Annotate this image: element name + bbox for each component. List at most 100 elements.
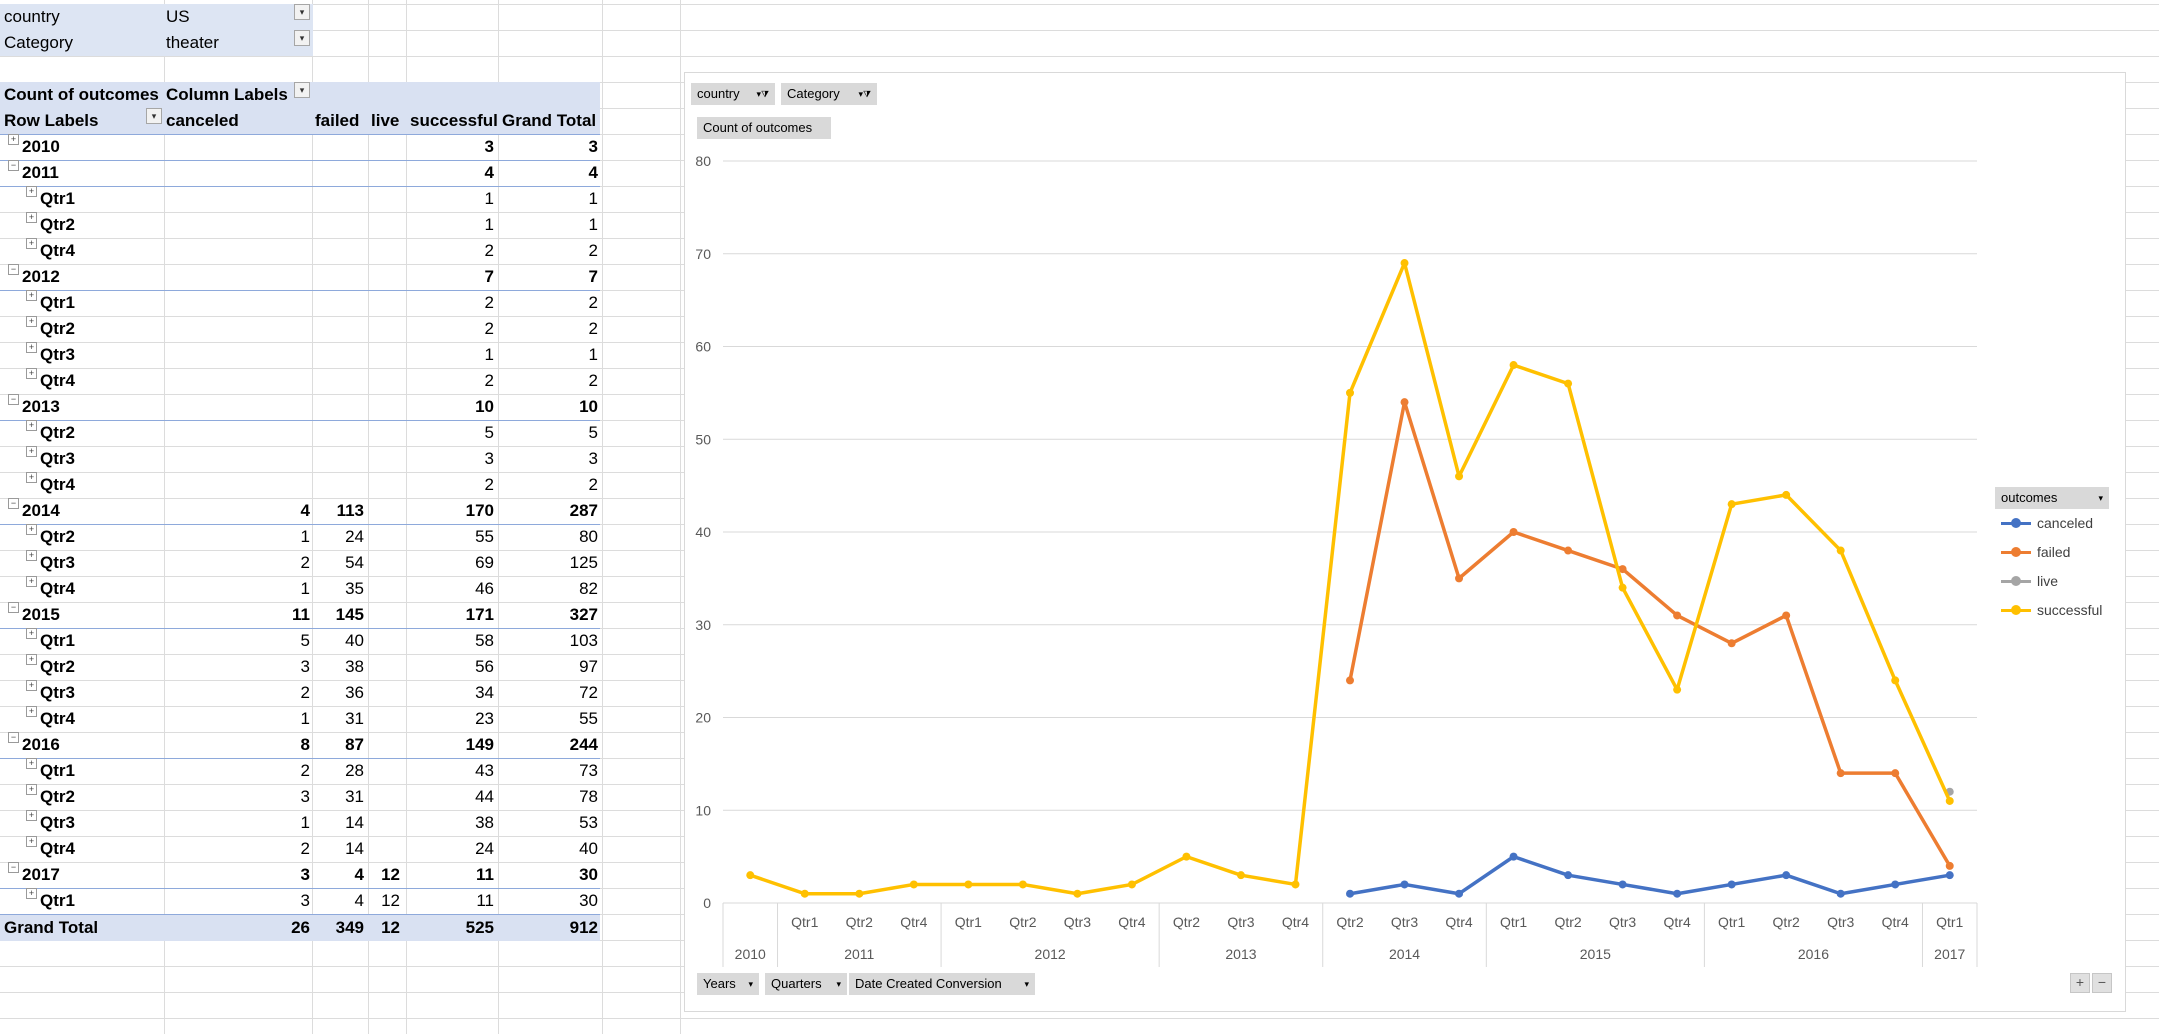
- expand-icon[interactable]: +: [26, 550, 37, 561]
- collapse-icon[interactable]: −: [8, 394, 19, 405]
- row-label: Qtr3: [40, 449, 75, 468]
- chevron-down-icon: ▾: [1024, 979, 1029, 989]
- quarters-field-button[interactable]: Quarters ▾: [765, 973, 847, 995]
- cell-total: 2: [588, 293, 598, 312]
- data-point-successful: [1236, 871, 1245, 880]
- cell-successful: 55: [475, 527, 494, 546]
- expand-icon[interactable]: +: [26, 810, 37, 821]
- expand-icon[interactable]: +: [26, 680, 37, 691]
- x-group-label: 2012: [1035, 946, 1066, 962]
- pivot-quarter-row: + Qtr4 2 2: [0, 472, 600, 498]
- data-point-successful: [1618, 583, 1627, 592]
- expand-icon[interactable]: +: [26, 342, 37, 353]
- expand-icon[interactable]: +: [26, 368, 37, 379]
- row-label: Qtr4: [40, 709, 75, 728]
- expand-icon[interactable]: +: [26, 654, 37, 665]
- collapse-icon[interactable]: −: [8, 862, 19, 873]
- expand-icon[interactable]: +: [26, 524, 37, 535]
- y-tick-label: 80: [695, 153, 711, 169]
- data-point-failed: [1727, 639, 1736, 648]
- filter-icon[interactable]: ▾: [294, 30, 310, 46]
- measure-field-button[interactable]: Count of outcomes: [697, 117, 831, 139]
- series-line-canceled: [1349, 854, 1951, 896]
- cell-total: 244: [569, 735, 598, 754]
- pivot-year-row: −2012 7 7: [0, 264, 600, 291]
- row-label: 2016: [22, 735, 60, 754]
- expand-icon[interactable]: +: [26, 576, 37, 587]
- collapse-icon[interactable]: −: [8, 732, 19, 743]
- legend-label: successful: [2037, 602, 2103, 618]
- expand-icon[interactable]: +: [26, 186, 37, 197]
- data-point-successful: [855, 889, 864, 898]
- data-point-successful: [1836, 546, 1845, 555]
- chart-filter-country-button[interactable]: country ▾⧩: [691, 83, 775, 105]
- column-labels-dropdown-icon[interactable]: ▾: [294, 82, 310, 98]
- x-group-label: 2014: [1389, 946, 1420, 962]
- cell-successful: 3: [484, 449, 494, 468]
- chevron-down-icon: ▾: [2098, 493, 2103, 503]
- filter-row-country[interactable]: country US ▾: [0, 4, 313, 30]
- grand-total-total: 912: [569, 918, 598, 937]
- data-point-successful: [1455, 472, 1464, 481]
- row-label: Qtr4: [40, 839, 75, 858]
- years-field-label: Years: [703, 976, 736, 991]
- row-label: 2011: [22, 163, 59, 182]
- cell-total: 82: [579, 579, 598, 598]
- expand-icon[interactable]: +: [26, 628, 37, 639]
- expand-icon[interactable]: +: [26, 836, 37, 847]
- data-point-canceled: [1673, 889, 1682, 898]
- cell-failed: 31: [345, 709, 364, 728]
- x-tick-label: Qtr1: [1718, 914, 1745, 930]
- date-field-button[interactable]: Date Created Conversion ▾: [849, 973, 1035, 995]
- grand-total-label: Grand Total: [4, 918, 99, 937]
- expand-field-button[interactable]: +: [2070, 973, 2090, 993]
- collapse-icon[interactable]: −: [8, 264, 19, 275]
- expand-icon[interactable]: +: [26, 212, 37, 223]
- x-tick-label: Qtr4: [1882, 914, 1909, 930]
- column-labels-header: Column Labels: [166, 85, 288, 104]
- row-label: Qtr2: [40, 423, 75, 442]
- legend-title-button[interactable]: outcomes ▾: [1995, 487, 2109, 509]
- cell-successful: 1: [484, 345, 494, 364]
- cell-failed: 145: [335, 605, 364, 624]
- row-labels-dropdown-icon[interactable]: ▾: [146, 108, 162, 124]
- date-field-label: Date Created Conversion: [855, 976, 1002, 991]
- legend-label: canceled: [2037, 515, 2094, 531]
- expand-icon[interactable]: +: [26, 290, 37, 301]
- collapse-icon[interactable]: −: [8, 602, 19, 613]
- cell-failed: 54: [345, 553, 364, 572]
- data-point-canceled: [1945, 871, 1954, 880]
- x-group-label: 2013: [1225, 946, 1256, 962]
- expand-icon[interactable]: +: [26, 706, 37, 717]
- cell-total: 1: [588, 215, 598, 234]
- data-point-successful: [1073, 889, 1082, 898]
- expand-icon[interactable]: +: [26, 784, 37, 795]
- expand-icon[interactable]: +: [26, 472, 37, 483]
- cell-successful: 69: [475, 553, 494, 572]
- expand-icon[interactable]: +: [26, 420, 37, 431]
- y-tick-label: 20: [695, 710, 711, 726]
- pivot-chart[interactable]: country ▾⧩ Category ▾⧩ Count of outcomes 0…: [684, 72, 2126, 1012]
- expand-icon[interactable]: +: [26, 888, 37, 899]
- expand-icon[interactable]: +: [8, 134, 19, 145]
- filter-row-category[interactable]: Category theater ▾: [0, 30, 313, 56]
- pivot-year-row: −2014 4 113 170 287: [0, 498, 600, 525]
- expand-icon[interactable]: +: [26, 758, 37, 769]
- collapse-field-button[interactable]: −: [2092, 973, 2112, 993]
- expand-icon[interactable]: +: [26, 316, 37, 327]
- filter-icon[interactable]: ▾: [294, 4, 310, 20]
- years-field-button[interactable]: Years ▾: [697, 973, 759, 995]
- data-point-canceled: [1564, 871, 1573, 880]
- data-point-failed: [1945, 861, 1954, 870]
- cell-total: 97: [579, 657, 598, 676]
- cell-canceled: 2: [300, 683, 310, 702]
- pivot-quarter-row: + Qtr4 1 35 46 82: [0, 576, 600, 602]
- grid-row-line: [0, 56, 2159, 57]
- expand-icon[interactable]: +: [26, 238, 37, 249]
- collapse-icon[interactable]: −: [8, 498, 19, 509]
- expand-icon[interactable]: +: [26, 446, 37, 457]
- chart-filter-category-button[interactable]: Category ▾⧩: [781, 83, 877, 105]
- cell-failed: 24: [345, 527, 364, 546]
- collapse-icon[interactable]: −: [8, 160, 19, 171]
- grid-row-line: [0, 1018, 2159, 1019]
